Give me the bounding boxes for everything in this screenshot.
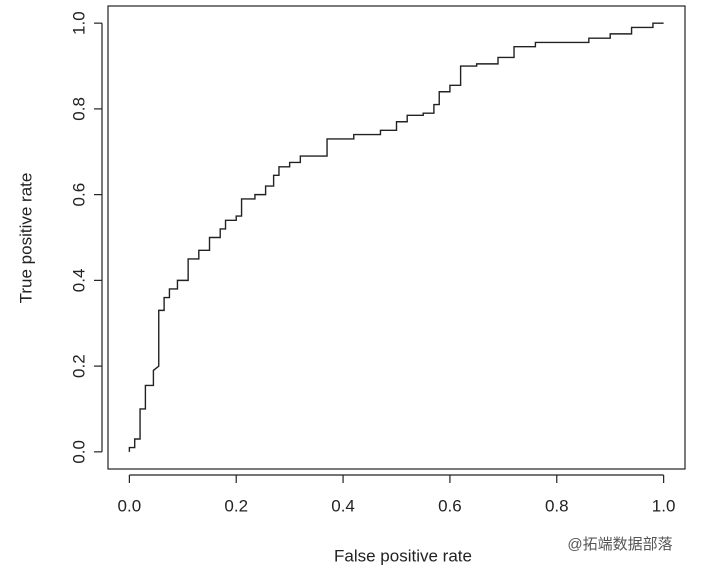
y-tick-label: 1.0 bbox=[69, 11, 88, 35]
plot-frame bbox=[107, 5, 686, 470]
roc-curve bbox=[128, 22, 664, 452]
x-axis-title: False positive rate bbox=[334, 546, 472, 565]
x-tick-label: 0.8 bbox=[545, 496, 569, 515]
x-tick-label: 1.0 bbox=[652, 496, 676, 515]
y-tick-label: 0.0 bbox=[69, 440, 88, 464]
x-tick-label: 0.2 bbox=[224, 496, 248, 515]
x-tick-label: 0.6 bbox=[438, 496, 462, 515]
y-tick-label: 0.4 bbox=[69, 269, 88, 293]
y-tick-label: 0.2 bbox=[69, 354, 88, 378]
y-tick-label: 0.8 bbox=[69, 97, 88, 121]
y-tick-label: 0.6 bbox=[69, 183, 88, 207]
x-tick-label: 0.4 bbox=[331, 496, 355, 515]
y-axis-title: True positive rate bbox=[16, 173, 35, 304]
watermark: @拓端数据部落 bbox=[567, 536, 672, 553]
x-tick-label: 0.0 bbox=[118, 496, 142, 515]
